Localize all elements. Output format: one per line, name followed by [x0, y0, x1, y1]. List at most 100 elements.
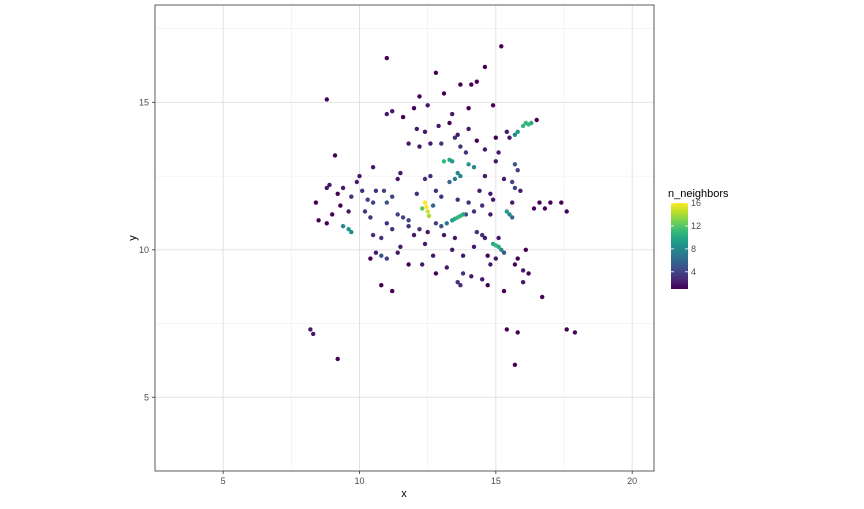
data-point — [447, 120, 452, 126]
data-point — [417, 144, 422, 149]
data-point — [370, 200, 376, 205]
data-point — [450, 247, 455, 252]
data-point — [368, 256, 373, 261]
data-point — [441, 232, 447, 238]
data-point — [458, 82, 463, 87]
data-point — [436, 123, 441, 129]
data-point — [466, 126, 471, 132]
data-point — [422, 241, 428, 247]
x-tick-label: 5 — [221, 476, 226, 486]
data-point — [480, 203, 485, 208]
data-point — [488, 212, 493, 217]
data-point — [433, 221, 439, 226]
data-point — [542, 206, 548, 211]
data-point — [458, 283, 463, 288]
data-point — [390, 227, 395, 232]
data-point — [335, 191, 340, 196]
x-tick-label: 10 — [355, 476, 365, 486]
data-point — [526, 271, 531, 276]
data-point — [564, 327, 569, 332]
data-point — [493, 243, 498, 248]
data-point — [482, 235, 488, 241]
data-point — [400, 114, 406, 120]
data-point — [379, 283, 384, 288]
legend-title: n_neighbors — [668, 188, 729, 200]
data-point — [430, 253, 436, 258]
data-point — [507, 212, 512, 217]
data-point — [370, 232, 376, 238]
data-point — [507, 135, 512, 140]
data-point — [324, 221, 329, 226]
data-point — [362, 209, 368, 214]
data-point — [564, 209, 569, 214]
data-point — [510, 215, 515, 220]
x-axis-ticks: 5 10 15 20 — [221, 471, 637, 486]
data-point — [433, 271, 439, 276]
data-point — [311, 331, 316, 337]
data-point — [406, 262, 411, 267]
data-point — [441, 159, 447, 164]
data-point — [452, 176, 458, 182]
data-point — [460, 253, 466, 258]
data-point — [379, 253, 384, 258]
data-point — [395, 176, 400, 182]
data-point — [327, 182, 332, 188]
data-point — [428, 173, 433, 179]
data-point — [501, 176, 507, 182]
data-point — [458, 213, 463, 219]
data-point — [471, 244, 477, 249]
data-point — [488, 191, 493, 196]
data-point — [417, 94, 422, 99]
data-point — [370, 165, 376, 170]
data-point — [411, 106, 417, 111]
data-point — [340, 185, 346, 191]
plot-panel-background — [155, 5, 654, 471]
data-point — [520, 268, 526, 273]
data-point — [490, 197, 496, 202]
data-point — [384, 200, 389, 205]
data-point — [471, 209, 477, 214]
data-point — [455, 280, 460, 285]
y-axis-label: y — [127, 235, 139, 241]
data-point — [422, 129, 428, 134]
data-point — [354, 179, 359, 185]
data-point — [335, 356, 340, 362]
data-point — [368, 215, 373, 220]
data-point — [485, 283, 490, 288]
data-point — [469, 82, 474, 87]
data-point — [515, 330, 520, 335]
data-point — [360, 188, 365, 193]
data-point — [398, 170, 403, 176]
data-point — [424, 204, 429, 210]
data-point — [474, 138, 479, 143]
data-point — [512, 262, 518, 267]
data-point — [381, 188, 387, 193]
data-point — [496, 235, 501, 241]
data-point — [482, 173, 488, 179]
data-point — [373, 188, 379, 193]
data-point — [493, 135, 498, 140]
data-point — [452, 135, 458, 140]
data-points — [308, 44, 578, 367]
legend-break-label: 16 — [691, 198, 701, 208]
data-point — [482, 64, 488, 70]
data-point — [349, 229, 354, 235]
data-point — [458, 144, 463, 149]
data-point — [398, 244, 403, 249]
data-point — [515, 256, 520, 261]
data-point — [559, 200, 564, 205]
data-point — [349, 194, 354, 199]
data-point — [548, 200, 553, 205]
data-point — [455, 197, 460, 202]
data-point — [346, 209, 351, 214]
data-point — [417, 227, 422, 232]
grid-major — [155, 5, 654, 471]
data-point — [428, 141, 433, 146]
plot-panel-border — [154, 4, 655, 472]
data-point — [390, 109, 395, 114]
data-point — [460, 271, 466, 276]
data-point — [477, 188, 482, 193]
data-point — [346, 227, 351, 232]
